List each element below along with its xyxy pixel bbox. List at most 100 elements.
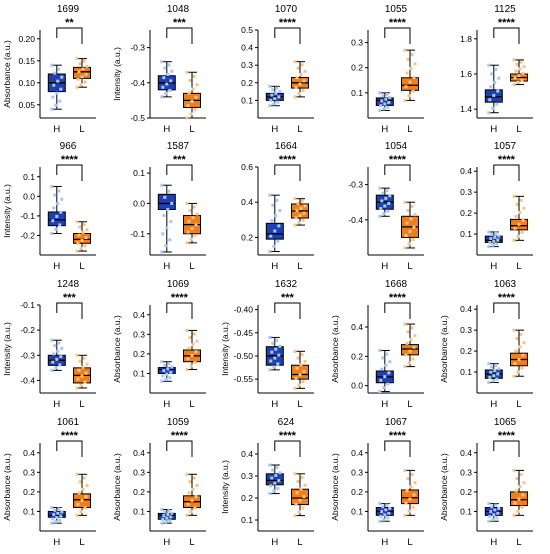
panel-1668: 1668 0.0 0.2 0.4 Absorbance (a.u.) H L ****	[330, 279, 424, 410]
data-point-L	[403, 365, 407, 369]
x-tick-label-H: H	[381, 124, 388, 135]
data-point-L	[85, 228, 89, 232]
data-point-H	[383, 513, 387, 517]
data-point-L	[186, 230, 190, 234]
data-point-H	[50, 63, 54, 67]
data-point-L	[405, 71, 409, 75]
data-point-L	[293, 514, 297, 518]
panel-1070: 1070 0.1 0.2 0.3 0.4 0.5 H L ****	[241, 4, 314, 135]
data-point-L	[407, 509, 411, 513]
data-point-L	[84, 495, 88, 499]
significance-label: ****	[61, 430, 79, 442]
x-tick-label-H: H	[163, 399, 170, 410]
panel-title: 1069	[167, 279, 190, 290]
data-point-H	[272, 365, 276, 369]
box-L	[401, 489, 419, 505]
x-tick-label-L: L	[297, 399, 302, 410]
data-point-L	[76, 377, 80, 381]
y-tick-label: 0.3	[460, 325, 472, 335]
data-point-L	[515, 202, 519, 206]
data-point-L	[75, 472, 79, 476]
data-point-H	[168, 519, 172, 523]
data-point-L	[518, 67, 522, 71]
data-point-H	[277, 95, 281, 99]
data-point-H	[163, 510, 167, 514]
x-tick-label-H: H	[271, 399, 278, 410]
data-point-L	[404, 353, 408, 357]
data-point-L	[76, 77, 80, 81]
data-point-L	[410, 53, 414, 57]
data-point-H	[378, 390, 382, 394]
data-point-H	[164, 92, 168, 96]
data-point-L	[413, 213, 417, 217]
x-tick-label-H: H	[490, 124, 497, 135]
data-point-H	[55, 91, 59, 95]
significance-bracket	[384, 27, 411, 44]
data-point-H	[167, 189, 171, 193]
data-point-H	[490, 505, 494, 509]
data-point-H	[272, 489, 276, 493]
panel-title: 1699	[57, 4, 80, 15]
y-tick-label: 0.2	[460, 208, 472, 218]
data-point-L	[517, 497, 521, 501]
data-point-H	[488, 514, 492, 518]
data-point-H	[57, 341, 61, 345]
y-tick-label: 0.1	[351, 88, 363, 98]
data-point-H	[269, 484, 273, 488]
data-point-L	[79, 510, 83, 514]
x-tick-label-L: L	[79, 124, 84, 135]
data-point-L	[520, 366, 524, 370]
data-point-L	[301, 380, 305, 384]
box-H	[157, 193, 176, 210]
data-point-L	[195, 83, 199, 87]
x-tick-label-L: L	[297, 124, 302, 135]
data-point-L	[187, 491, 191, 495]
y-tick-label: 0.05	[18, 100, 35, 110]
data-point-L	[303, 69, 307, 73]
data-point-H	[380, 99, 384, 103]
y-tick-label: 0.4	[460, 304, 472, 314]
data-point-H	[496, 238, 500, 242]
data-point-H	[53, 344, 57, 348]
data-point-L	[79, 83, 83, 87]
panel-1055: 1055 0.1 0.2 0.3 H L ****	[351, 4, 424, 135]
panel-1248: 1248 -0.1 -0.2 -0.3 -0.4 Intensity (a.u.) H L **…	[2, 279, 96, 410]
panel-1699: 1699 0.05 0.10 0.15 0.20 Absorbance (a.u.) H L *…	[2, 4, 96, 135]
x-tick-label-L: L	[516, 124, 521, 135]
data-point-H	[490, 365, 494, 369]
data-point-H	[386, 382, 390, 386]
data-point-H	[382, 386, 386, 390]
data-point-H	[270, 350, 274, 354]
data-point-L	[76, 241, 80, 245]
panel-1048: 1048 -0.3 -0.4 -0.5 Intensity (a.u.) H L ***	[112, 4, 206, 135]
x-tick-label-L: L	[79, 537, 84, 548]
data-point-L	[407, 94, 411, 98]
data-point-L	[516, 370, 520, 374]
data-point-L	[408, 229, 412, 233]
data-point-L	[409, 485, 413, 489]
data-point-L	[190, 498, 194, 502]
data-point-H	[388, 506, 392, 510]
data-point-H	[268, 104, 272, 108]
panel-1125: 1125 1.4 1.6 1.8 H L ****	[460, 4, 533, 135]
data-point-H	[169, 79, 173, 83]
data-point-L	[83, 506, 87, 510]
significance-label: ****	[389, 430, 407, 442]
panel-title: 1048	[167, 4, 190, 15]
panel-1054: 1054 -0.3 -0.4 H L ****	[348, 141, 424, 272]
data-point-L	[75, 513, 79, 517]
significance-bracket	[384, 302, 411, 319]
data-point-H	[57, 507, 61, 511]
data-point-H	[168, 88, 172, 92]
significance-label: ****	[279, 154, 297, 166]
data-point-H	[59, 514, 63, 518]
y-tick-label: 0.1	[241, 95, 253, 105]
y-tick-label: 0.3	[241, 471, 253, 481]
x-tick-label-L: L	[189, 261, 194, 272]
y-axis-label: Absorbance (a.u.)	[330, 315, 340, 383]
data-point-L	[521, 71, 525, 75]
data-point-H	[387, 100, 391, 104]
significance-label: ****	[61, 154, 79, 166]
data-point-L	[515, 337, 519, 341]
data-point-L	[85, 483, 89, 487]
